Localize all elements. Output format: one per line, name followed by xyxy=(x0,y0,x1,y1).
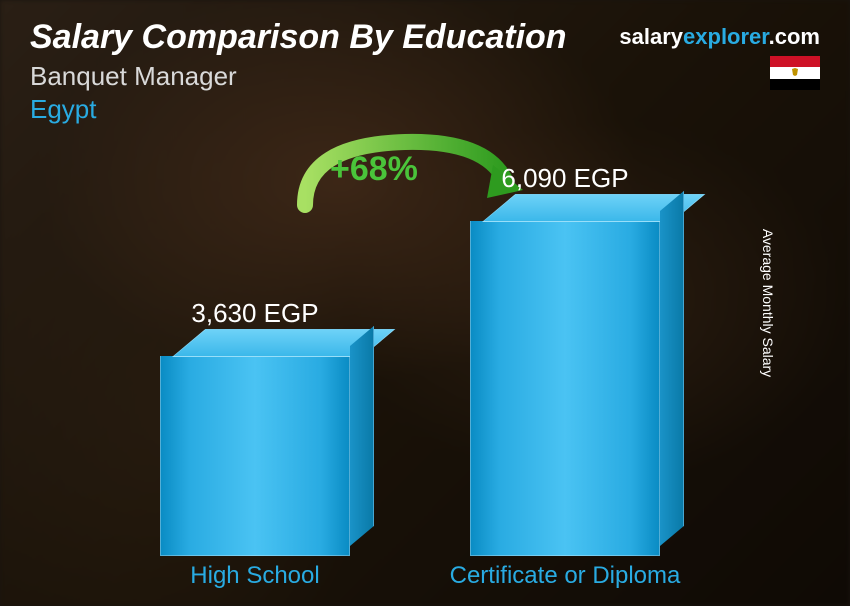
bar-diploma: 6,090 EGP Certificate or Diploma xyxy=(470,221,660,556)
flag-stripe-bot xyxy=(770,79,820,90)
bar-highschool: 3,630 EGP High School xyxy=(160,356,350,556)
flag-stripe-mid xyxy=(770,67,820,78)
job-title: Banquet Manager xyxy=(30,61,567,92)
country-name: Egypt xyxy=(30,94,567,125)
bar-side-face xyxy=(350,326,374,546)
bar-front-face xyxy=(470,221,660,556)
bar-category-label: High School xyxy=(190,562,319,590)
bar-chart: 3,630 EGP High School 6,090 EGP Certific… xyxy=(80,156,770,586)
brand-logo: salaryexplorer.com xyxy=(619,24,820,50)
bar-group-diploma: 6,090 EGP Certificate or Diploma xyxy=(470,221,660,556)
bar-value-label: 3,630 EGP xyxy=(191,298,318,329)
country-flag-icon xyxy=(770,56,820,90)
flag-stripe-top xyxy=(770,56,820,67)
bar-group-highschool: 3,630 EGP High School xyxy=(160,356,350,556)
bar-category-label: Certificate or Diploma xyxy=(450,562,681,590)
infographic-content: Salary Comparison By Education Banquet M… xyxy=(0,0,850,606)
bar-value-label: 6,090 EGP xyxy=(501,163,628,194)
bar-side-face xyxy=(660,191,684,546)
header-block: Salary Comparison By Education Banquet M… xyxy=(30,18,567,125)
brand-mid: explorer xyxy=(683,24,769,49)
brand-prefix: salary xyxy=(619,24,683,49)
brand-suffix: .com xyxy=(769,24,820,49)
page-title: Salary Comparison By Education xyxy=(30,18,567,57)
flag-emblem-icon xyxy=(770,67,820,78)
bar-front-face xyxy=(160,356,350,556)
